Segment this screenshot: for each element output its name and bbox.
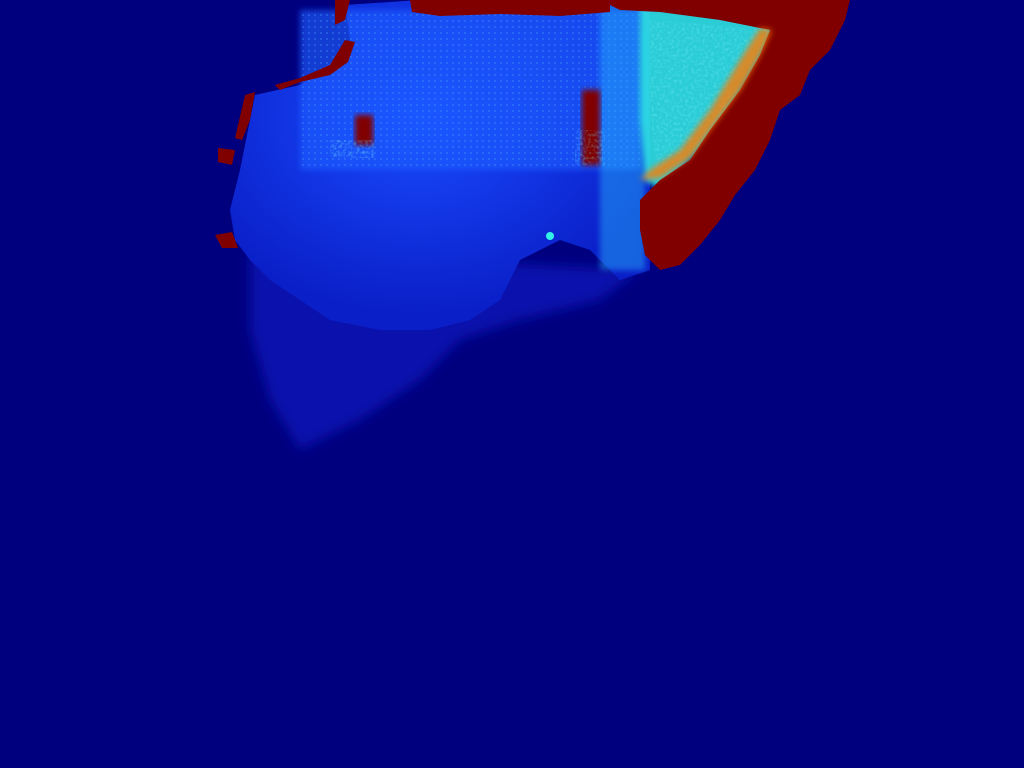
high-error-top-strip [410,0,610,16]
high-error-left-edge-3 [235,92,255,140]
cyan-strip [600,0,645,270]
orange-fringe [640,28,772,180]
high-error-spot-left [355,115,373,145]
bright-speck [546,232,554,240]
yellow-speckle-zone [650,20,770,170]
high-error-left-edge-4 [218,148,235,165]
high-error-region-right [600,0,850,270]
high-error-left-edge [335,0,350,25]
high-error-left-edge-2 [275,40,355,90]
yellow-spot-center [575,130,605,165]
yellow-spot-left [330,140,375,158]
high-error-left-edge-5 [215,232,238,248]
